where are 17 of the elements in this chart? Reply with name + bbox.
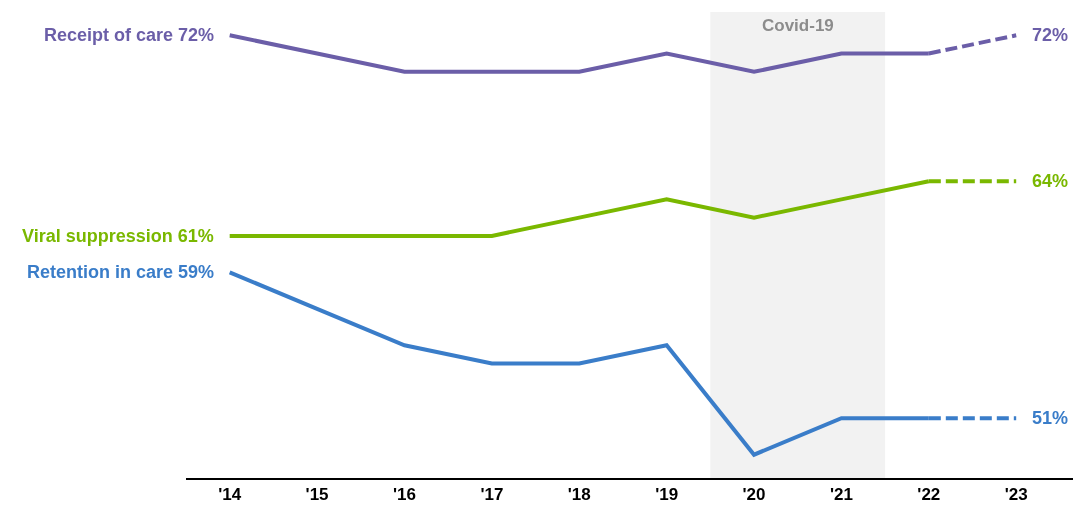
x-tick-label: '20: [742, 485, 766, 505]
x-tick-label: '22: [917, 485, 941, 505]
text: Receipt of care 72%: [44, 25, 215, 45]
text: Viral suppression 61%: [22, 226, 214, 246]
band-label: Covid-19: [762, 16, 834, 35]
x-tick-label: '21: [829, 485, 853, 505]
x-tick-label: '19: [655, 485, 679, 505]
x-tick-label: '14: [218, 485, 242, 505]
x-tick-label: '17: [480, 485, 504, 505]
data-label: 64%: [1032, 171, 1069, 191]
text: Retention in care 59%: [27, 262, 215, 282]
x-tick-label: '15: [305, 485, 329, 505]
data-label: 72%: [1032, 25, 1069, 45]
x-tick-label: '16: [392, 485, 416, 505]
data-label: 51%: [1032, 408, 1069, 428]
x-tick-label: '23: [1004, 485, 1028, 505]
x-tick-label: '18: [567, 485, 591, 505]
